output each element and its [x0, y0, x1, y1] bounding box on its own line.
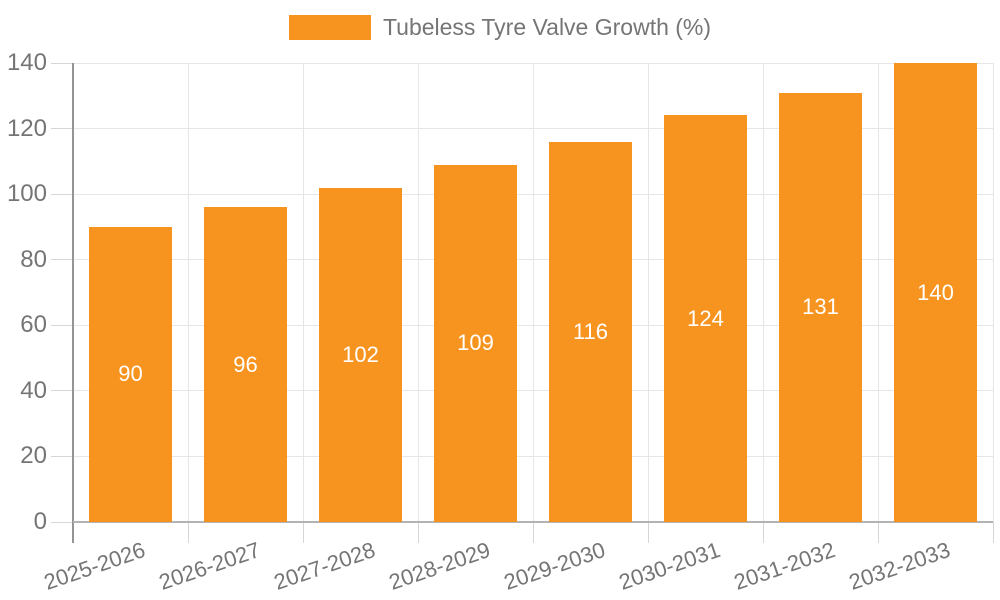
- y-axis-tick: [51, 62, 73, 64]
- bar: 96: [204, 207, 287, 522]
- bar: 116: [549, 141, 632, 522]
- gridline-vertical: [992, 63, 994, 522]
- y-axis-tick: [51, 390, 73, 392]
- bar: 124: [664, 115, 747, 522]
- bar-value-label: 116: [572, 318, 609, 344]
- bar: 140: [894, 63, 977, 522]
- y-axis-tick: [51, 193, 73, 195]
- y-axis-label: 140: [6, 49, 47, 76]
- gridline-vertical: [417, 63, 419, 522]
- x-axis-label: 2025-2026: [41, 537, 149, 595]
- bar: 109: [434, 164, 517, 522]
- bar: 131: [779, 92, 862, 522]
- gridline-vertical: [877, 63, 879, 522]
- gridline-vertical: [647, 63, 649, 522]
- y-axis-label: 80: [20, 245, 47, 273]
- bar-value-label: 124: [687, 305, 724, 331]
- bar-value-label: 109: [457, 330, 494, 356]
- x-axis-label: 2027-2028: [271, 537, 379, 595]
- y-axis-tick: [51, 455, 73, 457]
- gridline-vertical: [532, 63, 534, 522]
- x-axis-label: 2028-2029: [386, 537, 494, 595]
- bar-value-label: 140: [917, 279, 954, 305]
- bar: 90: [89, 226, 172, 522]
- y-axis-label: 100: [6, 180, 47, 208]
- x-axis-label: 2026-2027: [156, 537, 264, 595]
- x-axis-line: [73, 521, 993, 523]
- y-axis-tick: [51, 128, 73, 130]
- legend-label: Tubeless Tyre Valve Growth (%): [382, 14, 712, 40]
- y-axis-label: 0: [33, 508, 47, 535]
- x-axis-tick: [187, 522, 189, 543]
- x-axis-tick: [532, 522, 534, 543]
- y-axis-tick: [51, 259, 73, 261]
- bar-value-label: 102: [342, 341, 379, 367]
- x-axis-label: 2032-2033: [846, 537, 954, 595]
- x-axis-tick: [647, 522, 649, 543]
- y-axis-label: 120: [6, 114, 47, 142]
- gridline-vertical: [187, 63, 189, 522]
- y-axis-line: [72, 63, 74, 543]
- x-axis-tick: [417, 522, 419, 543]
- x-axis-tick: [992, 522, 994, 543]
- gridline-vertical: [302, 63, 304, 522]
- x-axis-tick: [762, 522, 764, 543]
- y-axis-label: 40: [20, 376, 47, 404]
- bar-value-label: 131: [802, 294, 839, 320]
- gridline-vertical: [762, 63, 764, 522]
- y-axis-tick: [51, 521, 73, 523]
- x-axis-label: 2031-2032: [731, 537, 839, 595]
- x-axis-tick: [302, 522, 304, 543]
- bar-value-label: 96: [233, 351, 258, 377]
- legend-item[interactable]: Tubeless Tyre Valve Growth (%): [0, 14, 1000, 41]
- y-axis-label: 20: [20, 442, 47, 470]
- x-axis-tick: [877, 522, 879, 543]
- y-axis-tick: [51, 324, 73, 326]
- x-axis-label: 2030-2031: [616, 537, 724, 595]
- bar-value-label: 90: [118, 361, 143, 387]
- legend-swatch: [288, 15, 371, 40]
- y-axis-label: 60: [20, 311, 47, 339]
- x-axis-label: 2029-2030: [501, 537, 609, 595]
- bar: 102: [319, 187, 402, 522]
